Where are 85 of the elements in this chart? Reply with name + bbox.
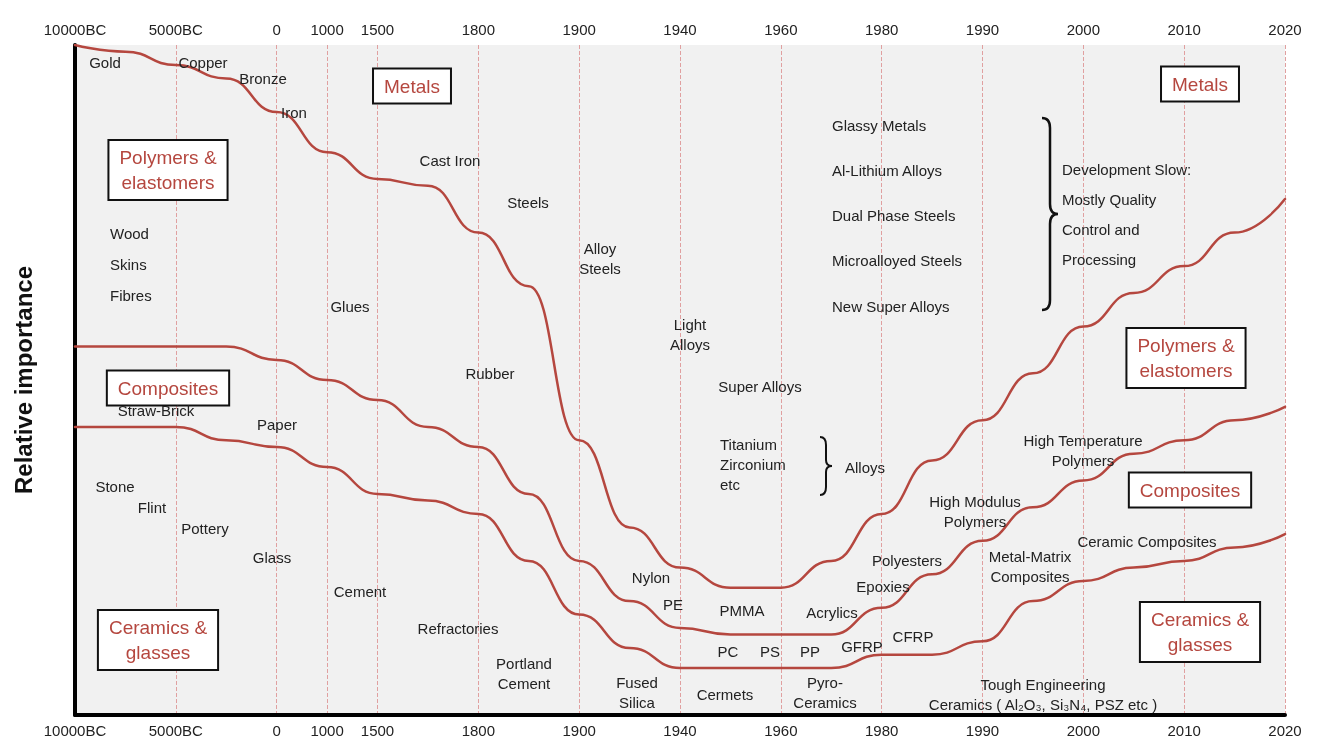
annotation: Bronze [239, 69, 287, 87]
x-tick-label: 1990 [965, 722, 1000, 739]
annotation: Pyro- Ceramics [793, 673, 857, 711]
annotation: Portland Cement [496, 654, 552, 692]
annotation: Ceramic Composites [1077, 532, 1217, 550]
annotation: Straw-Brick [117, 401, 195, 419]
annotation: Paper [256, 415, 298, 433]
annotation: Cermets [696, 685, 754, 703]
x-tick-label: 1980 [864, 722, 899, 739]
annotation: Rubber [465, 364, 515, 382]
category-label: 1980 [864, 21, 899, 38]
annotation: Ceramics & glasses [108, 617, 208, 663]
annotation: PS [759, 642, 781, 660]
annotation: Cement [333, 582, 388, 600]
category-label: 0 [272, 21, 281, 38]
annotation: New Super Alloys [832, 297, 950, 315]
category-label: 2000 [1066, 21, 1101, 38]
x-tick-label: 2000 [1066, 722, 1101, 739]
x-tick-label: 5000BC [148, 722, 204, 739]
category-label: 1000 [310, 21, 344, 38]
annotation: Copper [178, 53, 228, 71]
annotation: Alloy Steels [579, 239, 621, 277]
category-label: 1960 [764, 21, 798, 38]
x-tick-label: 1960 [764, 722, 798, 739]
category-label: 1500 [360, 21, 395, 38]
annotation: Fused Silica [616, 673, 658, 711]
x-tick-label: 1000 [310, 722, 344, 739]
category-label: 5000BC [148, 21, 203, 38]
annotation: Titanium Zirconium etc [720, 435, 786, 493]
annotation: Iron [281, 103, 307, 121]
annotation: CFRP [892, 627, 934, 645]
annotation: PE [662, 595, 684, 613]
annotation: Composites [117, 377, 219, 399]
annotation: GFRP [841, 637, 883, 655]
annotation: Composites [1139, 479, 1241, 501]
annotation: Polymers & elastomers [119, 147, 217, 193]
annotation: Polymers & elastomers [1137, 335, 1235, 381]
annotation: Super Alloys [718, 377, 802, 395]
annotation: Nylon [631, 568, 671, 586]
annotation: Metals [1172, 73, 1228, 95]
annotation: Glassy Metals [832, 116, 927, 134]
annotation: Polyesters [871, 551, 943, 569]
annotation: Gold [89, 53, 121, 71]
x-tick-label: 1800 [461, 722, 496, 739]
x-tick-label: 2010 [1167, 722, 1201, 739]
x-tick-label: 10000BC [43, 722, 107, 739]
annotation: Wood Skins Fibres [110, 224, 152, 304]
category-label: 10000BC [43, 21, 107, 38]
annotation: PMMA [719, 601, 765, 619]
annotation: Alloys [844, 458, 886, 476]
category-label: 2020 [1268, 21, 1302, 38]
annotation: Glass [252, 548, 292, 566]
annotation: Metals [384, 75, 440, 97]
annotation: Flint [137, 498, 167, 516]
annotation: Steels [507, 193, 549, 211]
annotation: Microalloyed Steels [832, 251, 963, 269]
annotation: PC [717, 642, 739, 660]
annotation: Pottery [181, 519, 230, 537]
annotation: Cast Iron [419, 151, 481, 169]
annotation: Metal-Matrix Composites [988, 547, 1072, 585]
annotation: Stone [95, 477, 135, 495]
annotation: Tough Engineering Ceramics ( Al₂O₃, Si₃N₄, PSZ etc ) [928, 675, 1158, 713]
annotation: Light Alloys [669, 315, 711, 353]
category-label: 1940 [663, 21, 697, 38]
x-tick-label: 0 [272, 722, 281, 739]
annotation: High Temperature Polymers [1023, 431, 1143, 469]
annotation: Development Slow: Mostly Quality Control and Processing [1062, 160, 1192, 268]
annotation: Acrylics [806, 603, 858, 621]
x-tick-label: 2020 [1268, 722, 1302, 739]
annotation: Glues [330, 297, 370, 315]
category-label: 1800 [461, 21, 496, 38]
annotation: PP [799, 642, 821, 660]
category-label: 2010 [1167, 21, 1201, 38]
annotation: Refractories [417, 619, 499, 637]
annotation: Dual Phase Steels [832, 206, 956, 224]
annotation: Al-Lithium Alloys [832, 161, 943, 179]
x-tick-label: 1500 [360, 722, 395, 739]
annotation: High Modulus Polymers [929, 492, 1021, 530]
annotation: Ceramics & glasses [1150, 609, 1250, 655]
x-tick-label: 1940 [663, 722, 697, 739]
category-label: 1900 [562, 21, 596, 38]
annotation: Epoxies [856, 577, 910, 595]
y-axis-title: Relative importance [9, 265, 37, 495]
x-tick-label: 1900 [562, 722, 596, 739]
category-label: 1990 [965, 21, 1000, 38]
